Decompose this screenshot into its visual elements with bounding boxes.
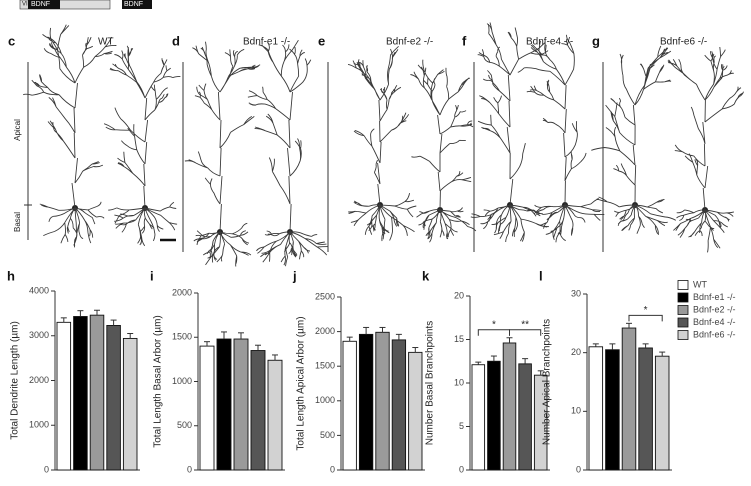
y-axis-title: Number Apical Branchpoints (542, 319, 553, 445)
y-tick-label: 0 (44, 464, 49, 474)
strip-label: BDNF (31, 1, 50, 8)
y-tick-label: 5 (459, 421, 464, 431)
y-tick-label: 1000 (29, 420, 49, 430)
y-tick-label: 0 (187, 464, 192, 474)
bar (487, 360, 501, 471)
panel-title: WT (98, 37, 114, 48)
bar (518, 363, 532, 471)
panel-label: e (318, 33, 325, 48)
significance-mark: * (492, 319, 496, 330)
y-axis-title: Total Length Basal Arbor (µm) (153, 315, 164, 448)
bar (605, 349, 620, 471)
significance-bracket (477, 329, 510, 336)
bar (267, 359, 283, 471)
legend-label: Bdnf-e2 -/- (693, 304, 736, 314)
bar (89, 314, 105, 471)
y-tick-label: 4000 (29, 285, 49, 295)
y-tick-label: 0 (330, 464, 335, 474)
significance-mark: * (644, 305, 648, 316)
panel-label: c (8, 33, 15, 48)
y-tick-label: 2000 (315, 326, 335, 336)
bar (375, 331, 390, 471)
y-tick-label: 2000 (172, 287, 192, 297)
y-tick-label: 10 (571, 406, 581, 416)
y-tick-label: 3000 (29, 330, 49, 340)
exon-box (28, 0, 60, 9)
y-tick-label: 500 (320, 430, 335, 440)
panel-label: g (592, 33, 600, 48)
gene-strip (19, 0, 111, 10)
bar (471, 364, 486, 471)
panel-label: k (422, 268, 430, 283)
panel-title: Bdnf-e6 -/- (660, 37, 707, 48)
y-tick-label: 1000 (172, 376, 192, 386)
bar (588, 346, 604, 471)
legend-swatch (677, 280, 689, 290)
panel-label: i (150, 268, 154, 283)
legend-swatch (677, 305, 689, 315)
region-label: Apical (13, 119, 22, 141)
bar (654, 355, 670, 471)
bar (391, 339, 407, 471)
dendrites (22, 22, 744, 267)
bar (199, 345, 215, 471)
bar (216, 338, 232, 471)
legend-label: Bdnf-e6 -/- (693, 329, 736, 339)
y-tick-label: 10 (454, 377, 464, 387)
panel-title: Bdnf-e4 -/- (526, 37, 573, 48)
panel-label: j (292, 268, 297, 283)
y-tick-label: 0 (576, 464, 581, 474)
bar (408, 351, 423, 471)
y-axis-title: Number Basal Branchpoints (425, 321, 436, 446)
bar (342, 340, 357, 471)
significance-bracket (509, 329, 542, 336)
y-tick-label: 1000 (315, 395, 335, 405)
bar (56, 321, 72, 471)
legend-swatch (677, 317, 689, 328)
y-tick-label: 1500 (172, 332, 192, 342)
bar (621, 327, 637, 471)
legend-label: Bdnf-e4 -/- (693, 317, 736, 327)
panel-label: h (7, 268, 15, 283)
bar (358, 333, 374, 471)
y-tick-label: 20 (454, 290, 464, 300)
legend-swatch (677, 292, 689, 303)
significance-mark: ** (521, 319, 529, 330)
bar (106, 325, 121, 471)
bar (233, 338, 249, 471)
region-label: Basal (13, 212, 22, 232)
panel-title: Bdnf-e2 -/- (386, 37, 433, 48)
legend-label: Bdnf-e1 -/- (693, 292, 736, 302)
neuron-drawings (22, 22, 744, 267)
bar (122, 337, 138, 471)
bar (502, 342, 517, 471)
y-tick-label: 30 (571, 288, 581, 298)
y-tick-label: 2500 (315, 291, 335, 301)
exon-box (122, 0, 152, 9)
panel-title: Bdnf-e1 -/- (243, 37, 290, 48)
y-axis-title: Total Length Apical Arbor (µm) (296, 316, 307, 450)
panel-label: d (172, 33, 180, 48)
bar (250, 350, 266, 471)
strip-label: BDNF (124, 1, 143, 8)
y-axis-title: Total Dendrite Length (µm) (10, 321, 21, 440)
legend-swatch (677, 330, 689, 340)
panel-label: f (462, 33, 467, 48)
strip-label: VI (22, 2, 28, 8)
bar (638, 347, 653, 471)
y-tick-label: 15 (454, 334, 464, 344)
bar (73, 316, 88, 471)
y-tick-label: 2000 (29, 375, 49, 385)
significance-bracket (628, 314, 663, 322)
y-tick-label: 500 (177, 420, 192, 430)
y-tick-label: 20 (571, 347, 581, 357)
legend-label: WT (693, 279, 707, 289)
y-tick-label: 0 (459, 464, 464, 474)
y-tick-label: 1500 (315, 361, 335, 371)
panel-label: l (539, 268, 543, 283)
